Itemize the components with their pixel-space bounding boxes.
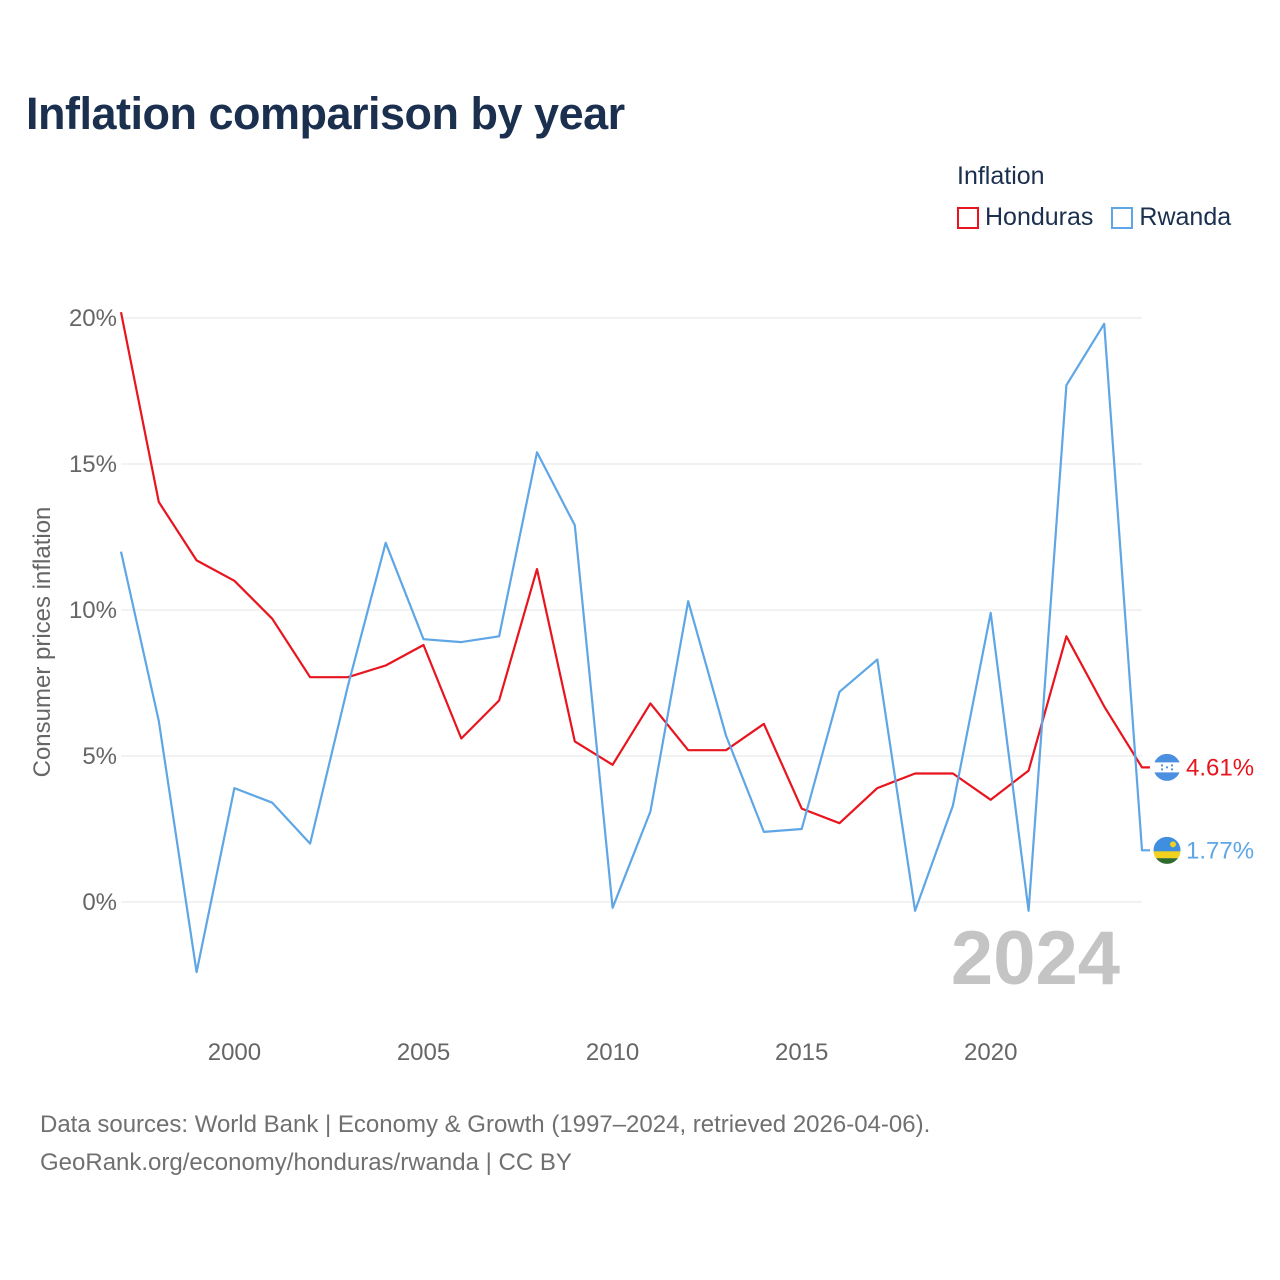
end-label-honduras: 4.61% <box>1186 754 1254 781</box>
y-axis-ticks: 0% 5% 10% 15% 20% <box>69 305 117 916</box>
year-watermark: 2024 <box>951 916 1120 1001</box>
x-tick-label: 2005 <box>397 1039 450 1066</box>
y-tick-label: 10% <box>69 597 117 624</box>
legend-swatch-rwanda <box>1111 206 1134 229</box>
x-tick-label: 2015 <box>775 1039 828 1066</box>
legend-label-rwanda: Rwanda <box>1139 203 1232 231</box>
y-tick-label: 15% <box>69 451 117 478</box>
gridlines <box>121 317 1142 903</box>
y-axis-label: Consumer prices inflation <box>29 507 56 778</box>
flag-honduras-icon <box>1152 752 1182 782</box>
y-tick-label: 20% <box>69 305 117 332</box>
legend-item-honduras[interactable]: Honduras <box>957 203 1093 232</box>
footer-sources: Data sources: World Bank | Economy & Gro… <box>40 1111 931 1138</box>
x-tick-label: 2020 <box>964 1039 1017 1066</box>
legend: Inflation Honduras Rwanda <box>957 162 1231 232</box>
x-tick-label: 2000 <box>208 1039 261 1066</box>
end-labels: 4.61% 1.77% <box>1152 752 1254 865</box>
legend-label-honduras: Honduras <box>985 203 1094 231</box>
y-tick-label: 5% <box>82 743 117 770</box>
y-tick-label: 0% <box>82 889 117 916</box>
series-line-rwanda <box>119 322 1150 974</box>
end-label-rwanda: 1.77% <box>1186 837 1254 864</box>
x-axis-ticks: 2000 2005 2010 2015 2020 <box>208 1039 1018 1066</box>
chart: 0% 5% 10% 15% 20% 2000 2005 2010 2015 2020 Consu… <box>29 305 1254 1066</box>
legend-title: Inflation <box>957 162 1045 190</box>
footer: Data sources: World Bank | Economy & Gro… <box>40 1106 930 1182</box>
legend-swatch-honduras <box>957 206 979 229</box>
x-tick-label: 2010 <box>586 1039 639 1066</box>
legend-item-rwanda[interactable]: Rwanda <box>1111 203 1231 232</box>
series-lines <box>119 311 1150 974</box>
flag-rwanda-icon <box>1152 835 1182 865</box>
page-title: Inflation comparison by year <box>26 88 625 139</box>
series-line-honduras <box>119 311 1150 825</box>
footer-credit: GeoRank.org/economy/honduras/rwanda | CC… <box>40 1149 572 1176</box>
